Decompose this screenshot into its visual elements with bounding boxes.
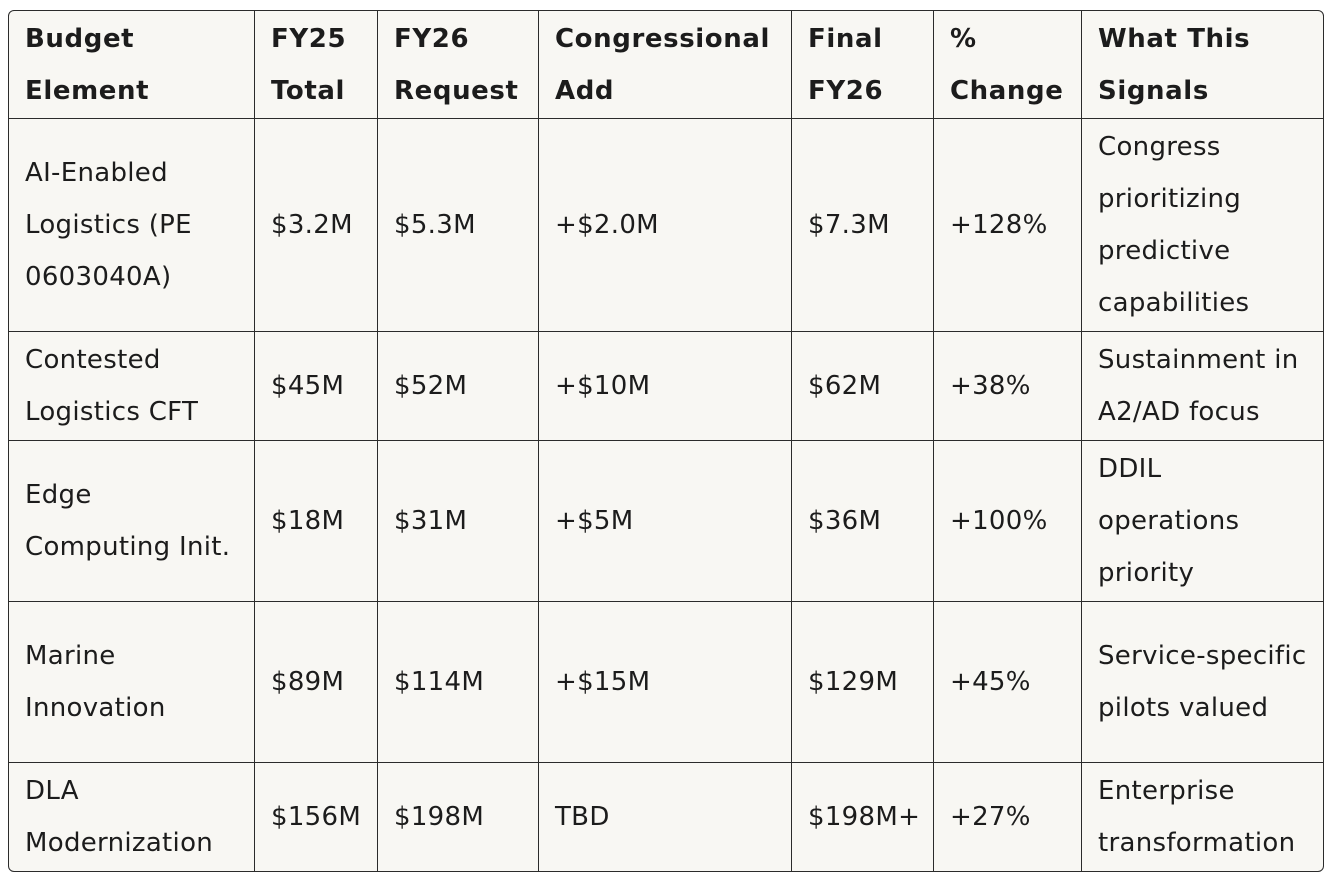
cell-percent-change: +45% bbox=[933, 601, 1082, 763]
cell-fy25-total: $156M bbox=[254, 762, 378, 871]
cell-fy26-request: $52M bbox=[377, 331, 539, 441]
header-percent-change: % Change bbox=[933, 11, 1082, 119]
cell-budget-element: Edge Computing Init. bbox=[9, 440, 255, 602]
header-congressional-add: Congressional Add bbox=[538, 11, 792, 119]
header-final-fy26: Final FY26 bbox=[791, 11, 934, 119]
cell-budget-element: DLA Modernization bbox=[9, 762, 255, 871]
table-row: AI-Enabled Logistics (PE 0603040A) $3.2M… bbox=[9, 118, 1323, 332]
header-budget-element: Budget Element bbox=[9, 11, 255, 119]
cell-congressional-add: +$15M bbox=[538, 601, 792, 763]
cell-what-this-signals: Sustainment in A2/AD focus bbox=[1081, 331, 1323, 441]
cell-what-this-signals: Enterprise transformation bbox=[1081, 762, 1323, 871]
cell-fy25-total: $45M bbox=[254, 331, 378, 441]
cell-final-fy26: $7.3M bbox=[791, 118, 934, 332]
cell-congressional-add: +$5M bbox=[538, 440, 792, 602]
cell-fy26-request: $114M bbox=[377, 601, 539, 763]
budget-table-container: Budget Element FY25 Total FY26 Request C… bbox=[8, 10, 1324, 872]
cell-percent-change: +128% bbox=[933, 118, 1082, 332]
cell-fy25-total: $89M bbox=[254, 601, 378, 763]
cell-congressional-add: +$10M bbox=[538, 331, 792, 441]
cell-budget-element: AI-Enabled Logistics (PE 0603040A) bbox=[9, 118, 255, 332]
cell-final-fy26: $198M+ bbox=[791, 762, 934, 871]
cell-fy25-total: $3.2M bbox=[254, 118, 378, 332]
table-row: Contested Logistics CFT $45M $52M +$10M … bbox=[9, 331, 1323, 441]
table-header-row: Budget Element FY25 Total FY26 Request C… bbox=[9, 11, 1323, 119]
table-row: Edge Computing Init. $18M $31M +$5M $36M… bbox=[9, 440, 1323, 602]
table-row: Marine Innovation $89M $114M +$15M $129M… bbox=[9, 601, 1323, 763]
cell-budget-element: Contested Logistics CFT bbox=[9, 331, 255, 441]
cell-percent-change: +100% bbox=[933, 440, 1082, 602]
cell-fy26-request: $5.3M bbox=[377, 118, 539, 332]
cell-fy26-request: $198M bbox=[377, 762, 539, 871]
cell-what-this-signals: Service-specific pilots valued bbox=[1081, 601, 1323, 763]
cell-final-fy26: $36M bbox=[791, 440, 934, 602]
cell-final-fy26: $62M bbox=[791, 331, 934, 441]
cell-what-this-signals: DDIL operations priority bbox=[1081, 440, 1323, 602]
cell-what-this-signals: Congress prioritizing predictive capabil… bbox=[1081, 118, 1323, 332]
cell-percent-change: +38% bbox=[933, 331, 1082, 441]
cell-fy26-request: $31M bbox=[377, 440, 539, 602]
header-what-this-signals: What This Signals bbox=[1081, 11, 1323, 119]
cell-congressional-add: TBD bbox=[538, 762, 792, 871]
table-row: DLA Modernization $156M $198M TBD $198M+… bbox=[9, 762, 1323, 871]
header-fy25-total: FY25 Total bbox=[254, 11, 378, 119]
cell-congressional-add: +$2.0M bbox=[538, 118, 792, 332]
budget-table: Budget Element FY25 Total FY26 Request C… bbox=[9, 11, 1323, 871]
cell-percent-change: +27% bbox=[933, 762, 1082, 871]
cell-final-fy26: $129M bbox=[791, 601, 934, 763]
cell-fy25-total: $18M bbox=[254, 440, 378, 602]
cell-budget-element: Marine Innovation bbox=[9, 601, 255, 763]
header-fy26-request: FY26 Request bbox=[377, 11, 539, 119]
